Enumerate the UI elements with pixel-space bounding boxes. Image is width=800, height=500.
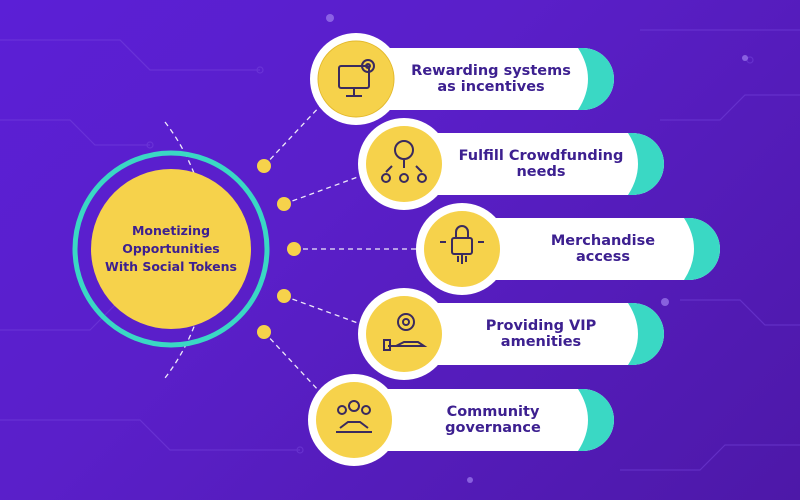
- item-2: [358, 118, 664, 210]
- community-handshake-icon: [336, 400, 372, 433]
- item-1-label: Rewarding systems as incentives: [386, 63, 596, 95]
- item-3-label-line-2: access: [575, 249, 631, 265]
- item-1-label-line-2: as incentives: [437, 79, 545, 95]
- item-5-label-line-2: governance: [445, 420, 541, 436]
- center-title-line-3: With Social Tokens: [105, 259, 237, 274]
- item-5-label: Community governance: [388, 404, 598, 436]
- item-5: [308, 374, 614, 466]
- item-4-label: Providing VIP amenities: [436, 318, 646, 350]
- item-1: [310, 33, 614, 125]
- item-5-label-line-1: Community: [446, 404, 540, 420]
- item-3: [416, 203, 720, 295]
- item-3-label: Merchandise access: [498, 233, 708, 265]
- center-node: [72, 150, 270, 348]
- center-title-line-2: Opportunities: [122, 241, 220, 256]
- monitor-gear-icon: [338, 59, 375, 97]
- crowdfunding-icon: [381, 140, 427, 183]
- item-1-label-line-1: Rewarding systems: [411, 63, 571, 79]
- connector-nodes: [257, 159, 301, 339]
- connector-2: [283, 173, 367, 205]
- item-4-label-line-2: amenities: [500, 334, 582, 350]
- connector-5: [263, 331, 321, 393]
- item-3-label-line-1: Merchandise: [550, 233, 656, 249]
- dots-decor: [326, 14, 748, 483]
- item-2-label-line-2: needs: [516, 164, 566, 180]
- item-4-label-line-1: Providing VIP: [485, 318, 597, 334]
- item-2-label: Fulfill Crowdfunding needs: [436, 148, 646, 180]
- item-4: [358, 288, 664, 380]
- item-2-label-line-1: Fulfill Crowdfunding: [458, 148, 624, 164]
- center-title: Monetizing Opportunities With Social Tok…: [96, 222, 246, 276]
- center-title-line-1: Monetizing: [131, 223, 211, 238]
- connector-1: [263, 103, 323, 167]
- lock-hand-icon: [440, 225, 484, 264]
- hand-gear-icon: [383, 313, 428, 351]
- connector-4: [283, 295, 367, 327]
